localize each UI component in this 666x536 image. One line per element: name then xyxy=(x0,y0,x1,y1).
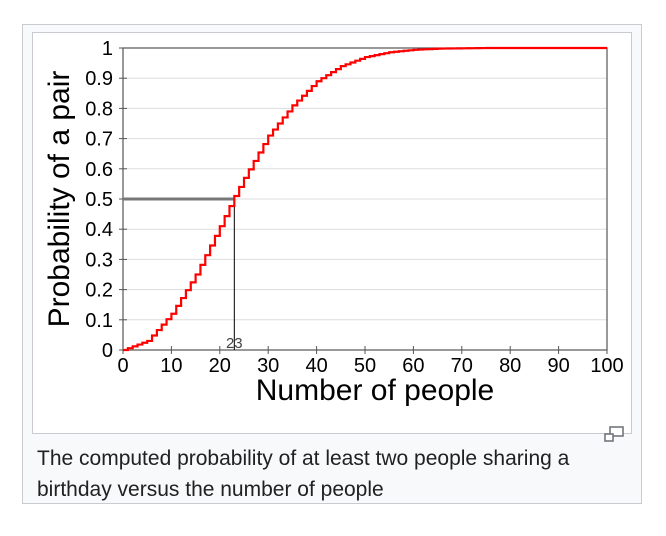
x-tick-label: 20 xyxy=(209,355,231,377)
y-tick-label: 0.1 xyxy=(85,310,113,332)
magnify-clip-icon[interactable] xyxy=(603,425,625,443)
y-tick-label: 0 xyxy=(102,340,113,362)
figure-caption: The computed probability of at least two… xyxy=(37,447,570,501)
x-tick-label: 40 xyxy=(305,355,327,377)
birthday-probability-chart: 00.10.20.30.40.50.60.70.80.910 10 20 30 40 50… xyxy=(43,38,624,407)
x-tick-label: 80 xyxy=(499,355,521,377)
x-tick-label: 100 xyxy=(590,355,623,377)
y-axis-label: Probability of a pair xyxy=(43,71,76,328)
x-tick-label: 10 xyxy=(160,355,182,377)
x-tick-label: 70 xyxy=(451,355,473,377)
x-tick-label: 0 xyxy=(117,355,128,377)
y-tick-label: 0.6 xyxy=(85,159,113,181)
y-tick-label: 0.9 xyxy=(85,68,113,90)
x-tick-label: 60 xyxy=(402,355,424,377)
chart-image[interactable]: 0 0.1 0.2 0.3 0.4 0.5 0.6 0.7 0.8 0.9 1 0 10 20 30 40 50… xyxy=(32,32,632,434)
x-tick-label: 50 xyxy=(354,355,376,377)
y-tick-label: 1 xyxy=(102,38,113,60)
y-tick-label: 0.3 xyxy=(85,249,113,271)
y-tick-label: 0.7 xyxy=(85,129,113,151)
annotation-label: 23 xyxy=(226,335,243,352)
y-tick-label: 0.8 xyxy=(85,98,113,120)
figure-thumbnail: 0 0.1 0.2 0.3 0.4 0.5 0.6 0.7 0.8 0.9 1 0 10 20 30 40 50… xyxy=(22,24,642,504)
y-tick-label: 0.5 xyxy=(85,189,113,211)
x-axis-label: Number of people xyxy=(256,374,494,407)
y-tick-label: 0.4 xyxy=(85,219,113,241)
y-tick-label: 0.2 xyxy=(85,280,113,302)
x-tick-label: 30 xyxy=(257,355,279,377)
probability-step-curve xyxy=(123,46,607,352)
x-tick-label: 90 xyxy=(547,355,569,377)
